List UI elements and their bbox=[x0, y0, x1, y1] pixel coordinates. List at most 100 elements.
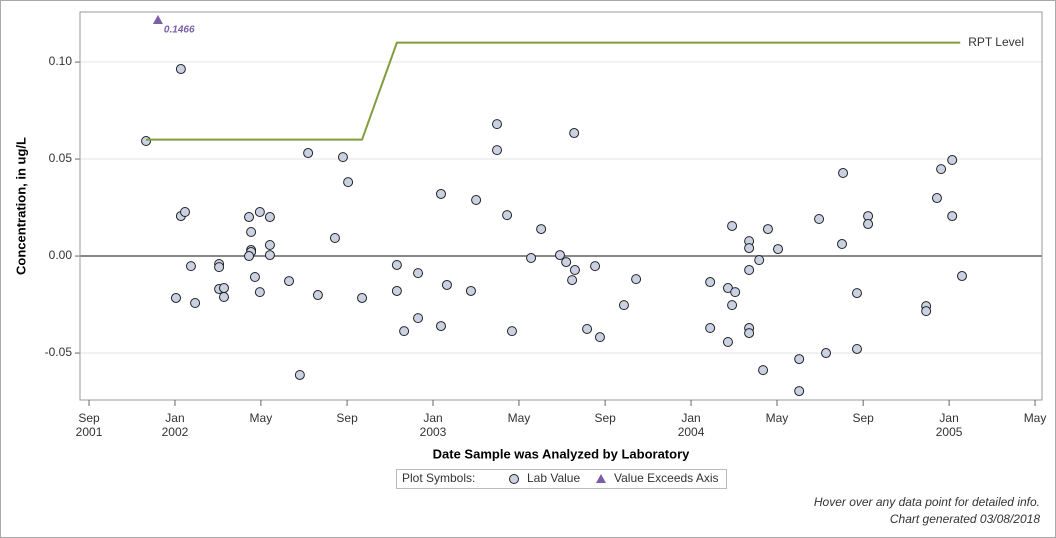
x-tick-label: May bbox=[249, 411, 273, 425]
data-point[interactable] bbox=[618, 300, 629, 311]
legend-box bbox=[396, 469, 727, 489]
x-tick-label: May bbox=[1023, 411, 1047, 425]
rpt-line bbox=[146, 41, 961, 141]
legend-marker bbox=[509, 474, 519, 484]
y-tick-label: -0.05 bbox=[45, 345, 73, 359]
data-point[interactable] bbox=[284, 276, 295, 287]
data-point[interactable] bbox=[264, 239, 275, 250]
footnote: Hover over any data point for detailed i… bbox=[814, 495, 1040, 509]
data-point[interactable] bbox=[758, 365, 769, 376]
data-point[interactable] bbox=[851, 343, 862, 354]
data-point[interactable] bbox=[561, 257, 572, 268]
x-tick-label: May bbox=[765, 411, 789, 425]
data-point[interactable] bbox=[343, 177, 354, 188]
data-point[interactable] bbox=[526, 252, 537, 263]
data-point[interactable] bbox=[705, 277, 716, 288]
data-point[interactable] bbox=[141, 136, 152, 147]
x-axis-title: Date Sample was Analyzed by Laboratory bbox=[433, 446, 690, 461]
data-point[interactable] bbox=[244, 251, 255, 262]
data-point[interactable] bbox=[399, 326, 410, 337]
data-point[interactable] bbox=[931, 193, 942, 204]
data-point[interactable] bbox=[582, 323, 593, 334]
data-point[interactable] bbox=[536, 224, 547, 235]
data-point[interactable] bbox=[838, 168, 849, 179]
data-point[interactable] bbox=[218, 283, 229, 294]
data-point[interactable] bbox=[492, 145, 503, 156]
data-point[interactable] bbox=[730, 287, 741, 298]
data-point[interactable] bbox=[705, 323, 716, 334]
data-point[interactable] bbox=[794, 386, 805, 397]
data-point[interactable] bbox=[594, 332, 605, 343]
data-point[interactable] bbox=[264, 212, 275, 223]
legend-marker bbox=[596, 474, 606, 483]
x-tick-label: Jan 2004 bbox=[677, 411, 705, 439]
data-point[interactable] bbox=[821, 348, 832, 359]
data-point[interactable] bbox=[947, 211, 958, 222]
data-point[interactable] bbox=[264, 250, 275, 261]
data-point[interactable] bbox=[246, 226, 257, 237]
data-point[interactable] bbox=[254, 207, 265, 218]
data-point[interactable] bbox=[569, 128, 580, 139]
data-point[interactable] bbox=[590, 261, 601, 272]
x-tick-label: Sep bbox=[852, 411, 874, 425]
data-point[interactable] bbox=[863, 219, 874, 230]
data-point[interactable] bbox=[413, 313, 424, 324]
plot-frame bbox=[79, 11, 1043, 401]
data-point[interactable] bbox=[303, 148, 314, 159]
exceed-point[interactable] bbox=[152, 15, 163, 24]
data-point[interactable] bbox=[436, 321, 447, 332]
data-point[interactable] bbox=[567, 275, 578, 286]
x-tick-label: Jan 2003 bbox=[419, 411, 447, 439]
data-point[interactable] bbox=[471, 194, 482, 205]
data-point[interactable] bbox=[569, 265, 580, 276]
x-tick-label: Jan 2002 bbox=[161, 411, 189, 439]
data-point[interactable] bbox=[744, 265, 755, 276]
data-point[interactable] bbox=[254, 287, 265, 298]
data-point[interactable] bbox=[294, 369, 305, 380]
data-point[interactable] bbox=[185, 261, 196, 272]
data-point[interactable] bbox=[391, 285, 402, 296]
data-point[interactable] bbox=[175, 64, 186, 75]
y-tick-label: 0.05 bbox=[49, 151, 73, 165]
data-point[interactable] bbox=[744, 243, 755, 254]
x-tick-label: Sep 2001 bbox=[75, 411, 103, 439]
data-point[interactable] bbox=[357, 292, 368, 303]
data-point[interactable] bbox=[837, 239, 848, 250]
data-point[interactable] bbox=[851, 288, 862, 299]
data-point[interactable] bbox=[249, 272, 260, 283]
data-point[interactable] bbox=[441, 279, 452, 290]
data-point[interactable] bbox=[631, 274, 642, 285]
data-point[interactable] bbox=[180, 207, 191, 218]
data-point[interactable] bbox=[794, 354, 805, 365]
data-point[interactable] bbox=[337, 152, 348, 163]
data-point[interactable] bbox=[502, 210, 513, 221]
data-point[interactable] bbox=[727, 220, 738, 231]
data-point[interactable] bbox=[218, 291, 229, 302]
data-point[interactable] bbox=[814, 213, 825, 224]
data-point[interactable] bbox=[957, 271, 968, 282]
data-point[interactable] bbox=[921, 306, 932, 317]
data-point[interactable] bbox=[190, 298, 201, 308]
data-point[interactable] bbox=[465, 285, 476, 296]
data-point[interactable] bbox=[312, 290, 323, 301]
data-point[interactable] bbox=[554, 250, 565, 261]
data-point[interactable] bbox=[492, 119, 503, 130]
data-point[interactable] bbox=[773, 244, 784, 255]
data-point[interactable] bbox=[436, 188, 447, 199]
data-point[interactable] bbox=[214, 262, 225, 273]
data-point[interactable] bbox=[329, 233, 340, 244]
data-point[interactable] bbox=[391, 259, 402, 270]
legend-label: Lab Value bbox=[527, 471, 580, 485]
data-point[interactable] bbox=[744, 328, 755, 339]
data-point[interactable] bbox=[170, 292, 181, 303]
data-point[interactable] bbox=[762, 224, 773, 235]
data-point[interactable] bbox=[947, 155, 958, 166]
data-point[interactable] bbox=[754, 255, 765, 266]
data-point[interactable] bbox=[727, 300, 738, 311]
data-point[interactable] bbox=[936, 164, 947, 175]
data-point[interactable] bbox=[244, 212, 255, 223]
data-point[interactable] bbox=[506, 326, 517, 337]
data-point[interactable] bbox=[722, 336, 733, 347]
data-point[interactable] bbox=[413, 268, 424, 279]
